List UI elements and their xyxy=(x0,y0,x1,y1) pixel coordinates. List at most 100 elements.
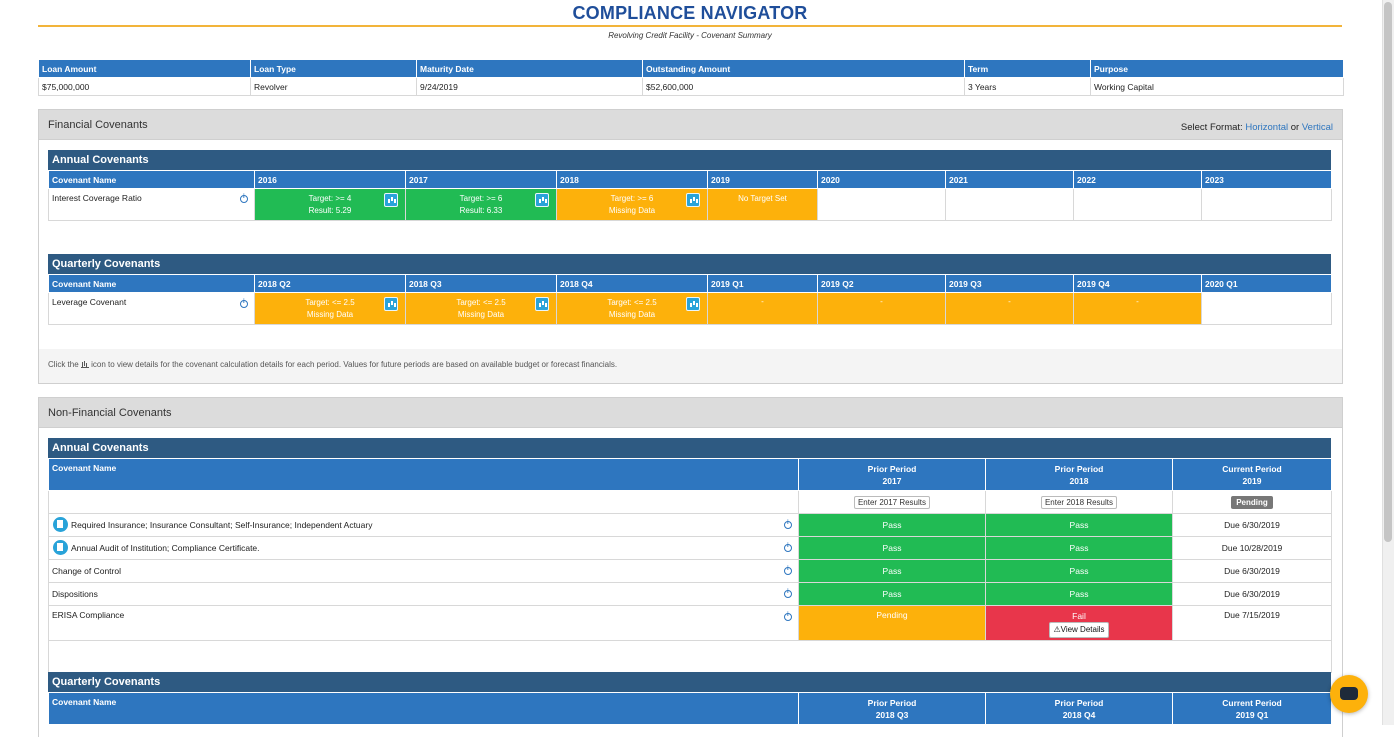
result-cell: No Target Set xyxy=(707,188,818,221)
format-vertical-link[interactable]: Vertical xyxy=(1301,122,1333,133)
annual-nonfinancial-header-row: Covenant Name Prior Period 2017 Prior Pe… xyxy=(48,458,1332,491)
quarterly-covenants-title: Quarterly Covenants xyxy=(48,254,1331,274)
result-cell: Target: <= 2.5 Missing Data xyxy=(556,292,708,325)
chart-icon[interactable] xyxy=(535,193,549,207)
loan-header-cell: Loan Type xyxy=(250,59,417,78)
covenant-name-cell: Dispositions xyxy=(48,582,799,606)
period-header: 2019 Q1 xyxy=(707,274,818,293)
period-header: 2017 xyxy=(405,170,557,189)
covenant-name-cell: Annual Audit of Institution; Compliance … xyxy=(48,536,799,560)
loan-header-cell: Maturity Date xyxy=(416,59,643,78)
chart-icon[interactable] xyxy=(686,297,700,311)
period-header: 2019 Q3 xyxy=(945,274,1074,293)
loan-value-cell: 9/24/2019 xyxy=(416,77,643,96)
covenant-name-header: Covenant Name xyxy=(48,692,799,725)
view-details-button[interactable]: ⚠View Details xyxy=(1049,622,1109,638)
info-icon[interactable] xyxy=(240,194,248,203)
empty-cell xyxy=(817,188,946,221)
period-header: 2020 xyxy=(817,170,946,189)
table-row: Leverage Covenant Target: <= 2.5 Missing… xyxy=(48,292,1332,325)
loan-summary-table: Loan Amount Loan Type Maturity Date Outs… xyxy=(38,59,1344,96)
chart-icon[interactable] xyxy=(535,297,549,311)
target-text: Target: <= 2.5 xyxy=(607,297,657,307)
info-icon[interactable] xyxy=(784,520,792,529)
period-header: 2020 Q1 xyxy=(1201,274,1332,293)
loan-header-cell: Term xyxy=(964,59,1091,78)
period-label: Prior Period xyxy=(1054,697,1104,708)
period-header: Current Period 2019 xyxy=(1172,458,1332,491)
dash-text: - xyxy=(880,297,883,306)
due-date-cell: Due 6/30/2019 xyxy=(1172,559,1332,583)
page-title: COMPLIANCE NAVIGATOR xyxy=(572,3,808,23)
annual-nonfinancial-title: Annual Covenants xyxy=(48,438,1331,458)
covenant-name: Change of Control xyxy=(52,566,121,576)
enter-2018-results-button[interactable]: Enter 2018 Results xyxy=(1040,495,1118,509)
chart-icon[interactable] xyxy=(686,193,700,207)
info-icon[interactable] xyxy=(784,566,792,575)
financial-covenants-header: Financial Covenants Select Format: Horiz… xyxy=(39,110,1342,140)
period-quarter: 2018 Q4 xyxy=(1062,709,1096,720)
period-header: 2018 Q4 xyxy=(556,274,708,293)
covenant-name-header: Covenant Name xyxy=(48,170,255,189)
target-text: Target: <= 2.5 xyxy=(305,297,355,307)
loan-value-cell: Revolver xyxy=(250,77,417,96)
period-header: 2018 Q3 xyxy=(405,274,557,293)
empty-cell xyxy=(1201,188,1332,221)
table-row: Change of Control Pass Pass Due 6/30/201… xyxy=(48,559,1332,583)
covenant-name: ERISA Compliance xyxy=(52,610,125,620)
status-cell: Pass xyxy=(798,559,986,583)
result-cell: - xyxy=(1073,292,1202,325)
loan-value-cell: $52,600,000 xyxy=(642,77,965,96)
target-text: Target: >= 6 xyxy=(610,193,654,203)
period-header: Prior Period 2018 xyxy=(985,458,1173,491)
target-text: No Target Set xyxy=(738,194,787,203)
table-row: Annual Audit of Institution; Compliance … xyxy=(48,536,1332,560)
period-label: Current Period xyxy=(1222,697,1282,708)
chart-icon[interactable] xyxy=(384,297,398,311)
result-text: Missing Data xyxy=(608,205,656,215)
result-cell: Target: >= 4 Result: 5.29 xyxy=(254,188,406,221)
document-icon[interactable] xyxy=(53,540,68,555)
loan-header-cell: Outstanding Amount xyxy=(642,59,965,78)
info-icon[interactable] xyxy=(784,612,792,621)
status-badge: Pending xyxy=(1231,495,1273,509)
result-cell: Target: <= 2.5 Missing Data xyxy=(254,292,406,325)
document-icon[interactable] xyxy=(53,517,68,532)
format-horizontal-link[interactable]: Horizontal xyxy=(1245,122,1289,133)
result-cell: - xyxy=(707,292,818,325)
period-header: Prior Period 2018 Q4 xyxy=(985,692,1173,725)
info-icon[interactable] xyxy=(784,543,792,552)
empty-cell xyxy=(48,490,799,514)
enter-2017-results-button[interactable]: Enter 2017 Results xyxy=(853,495,931,509)
chat-icon[interactable] xyxy=(1330,675,1368,713)
covenant-name: Required Insurance; Insurance Consultant… xyxy=(71,520,373,530)
status-cell: Pass xyxy=(985,559,1173,583)
loan-value-cell: $75,000,000 xyxy=(38,77,251,96)
period-quarter: 2019 Q1 xyxy=(1235,709,1269,720)
loan-summary-header-row: Loan Amount Loan Type Maturity Date Outs… xyxy=(38,59,1344,78)
loan-header-cell: Purpose xyxy=(1090,59,1344,78)
status-cell: Pending xyxy=(798,605,986,641)
dash-text: - xyxy=(1008,297,1011,306)
warning-icon: ⚠ xyxy=(1053,625,1061,634)
table-row: Dispositions Pass Pass Due 6/30/2019 xyxy=(48,582,1332,606)
due-date-cell: Due 7/15/2019 xyxy=(1172,605,1332,641)
due-date-cell: Due 6/30/2019 xyxy=(1172,513,1332,537)
scrollbar-thumb[interactable] xyxy=(1384,2,1392,542)
period-label: Prior Period xyxy=(1054,463,1104,474)
info-icon[interactable] xyxy=(784,589,792,598)
target-text: Target: <= 2.5 xyxy=(456,297,506,307)
due-date-cell: Due 10/28/2019 xyxy=(1172,536,1332,560)
chart-icon[interactable] xyxy=(384,193,398,207)
status-cell: Fail ⚠View Details xyxy=(985,605,1173,641)
table-row: ERISA Compliance Pending Fail ⚠View Deta… xyxy=(48,605,1332,641)
empty-cell xyxy=(48,640,1332,673)
footnote-post: icon to view details for the covenant ca… xyxy=(91,360,618,369)
loan-header-cell: Loan Amount xyxy=(38,59,251,78)
covenant-name: Dispositions xyxy=(52,589,98,599)
period-quarter: 2018 Q3 xyxy=(875,709,909,720)
info-icon[interactable] xyxy=(240,299,248,308)
period-label: Prior Period xyxy=(867,697,917,708)
period-header: Current Period 2019 Q1 xyxy=(1172,692,1332,725)
panel-title: Non-Financial Covenants xyxy=(48,407,172,419)
